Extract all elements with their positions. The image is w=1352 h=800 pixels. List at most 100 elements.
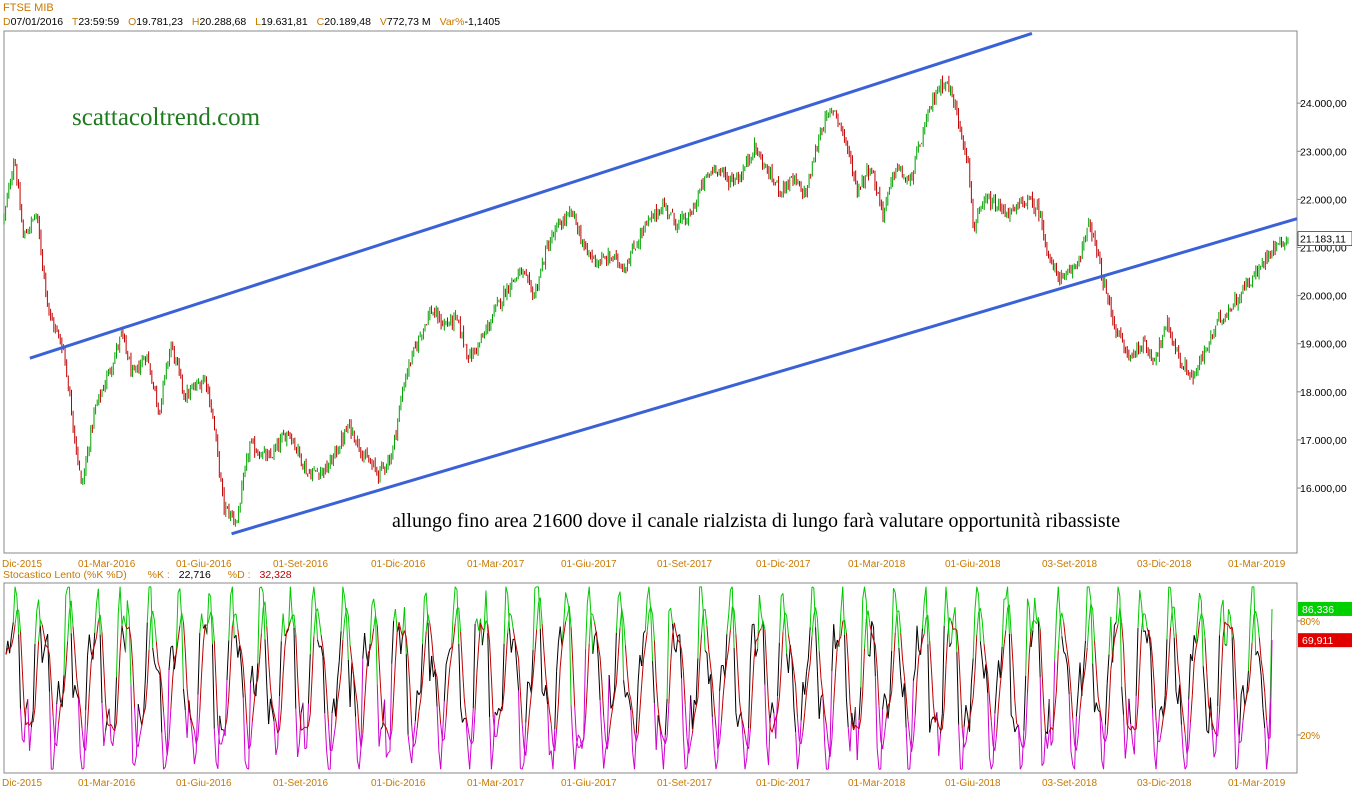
d-line-segment — [1025, 692, 1028, 736]
k-line-segment — [510, 638, 514, 653]
d-line-segment — [65, 641, 69, 670]
d-line-segment — [972, 670, 976, 698]
field-value-volume: 772,73 M — [386, 16, 431, 28]
d-line-segment — [99, 614, 103, 633]
k-line-segment — [860, 599, 864, 688]
oscillator-x-tick-label: 01-Set-2016 — [273, 778, 328, 789]
k-line-segment — [85, 655, 89, 711]
d-line-segment — [831, 702, 835, 740]
d-line-segment — [867, 610, 871, 625]
d-line-segment — [724, 660, 728, 676]
k-line-segment — [784, 618, 788, 654]
d-line-segment — [938, 726, 942, 731]
d-line-segment — [1041, 670, 1045, 707]
d-line-segment — [1180, 701, 1184, 717]
k-line-segment — [1043, 731, 1047, 764]
oscillator-x-tick-label: 01-Mar-2017 — [467, 778, 525, 789]
d-line-segment — [608, 718, 612, 735]
k-line-segment — [1264, 728, 1268, 770]
d-line-segment — [1202, 618, 1206, 639]
k-line-segment — [1180, 724, 1184, 755]
k-line-segment — [306, 703, 309, 748]
k-line-segment — [1097, 709, 1101, 713]
k-line-segment — [280, 613, 284, 642]
d-line-segment — [1083, 666, 1086, 680]
d-line-segment — [376, 625, 380, 661]
d-line-segment — [894, 611, 898, 633]
field-key-high: H — [191, 16, 200, 28]
d-line-segment — [164, 735, 168, 756]
d-line-segment — [92, 644, 96, 651]
d-line-segment — [811, 615, 815, 637]
d-line-segment — [784, 612, 788, 616]
k-last-label: 86,336 — [1302, 604, 1334, 616]
d-line-segment — [681, 650, 684, 672]
d-line-segment — [436, 677, 440, 701]
d-line-segment — [1088, 603, 1092, 621]
d-line-segment — [107, 723, 110, 727]
d-line-segment — [81, 728, 85, 748]
d-line-segment — [1189, 695, 1193, 723]
k-line-segment — [914, 625, 918, 669]
k-line-segment — [1095, 702, 1099, 711]
oscillator-lines — [5, 586, 1273, 770]
k-line-segment — [231, 586, 235, 639]
d-line-segment — [1153, 685, 1157, 721]
d-line-segment — [90, 650, 94, 664]
field-value-close: 20.189,48 — [324, 16, 371, 28]
d-line-segment — [309, 676, 313, 714]
price-x-tick-label: 01-Dic-2016 — [371, 559, 426, 570]
d-line-segment — [590, 612, 594, 616]
d-line-segment — [505, 632, 509, 662]
k-line-segment — [431, 655, 434, 678]
d-line-segment — [789, 647, 793, 659]
d-line-segment — [739, 700, 742, 717]
d-line-segment — [1094, 640, 1097, 670]
k-line-segment — [34, 610, 38, 644]
k-line-segment — [992, 713, 996, 764]
d-line-segment — [61, 690, 65, 699]
k-line-segment — [217, 715, 221, 769]
k-line-segment — [927, 644, 931, 733]
d-line-segment — [556, 702, 559, 731]
k-line-segment — [313, 586, 317, 608]
d-line-segment — [360, 733, 364, 749]
d-last-box — [1298, 633, 1352, 648]
d-line-segment — [733, 609, 737, 635]
k-line-segment — [76, 692, 79, 699]
oscillator-x-tick-label: 01-Dic-2016 — [371, 778, 426, 789]
k-line-segment — [391, 621, 395, 664]
k-line-segment — [641, 633, 645, 667]
d-line-segment — [39, 619, 43, 625]
k-line-segment — [282, 613, 286, 636]
k-line-segment — [239, 645, 242, 668]
d-line-segment — [809, 636, 813, 664]
k-line-segment — [829, 670, 833, 748]
d-line-segment — [970, 697, 974, 710]
k-line-segment — [1063, 651, 1066, 655]
d-line-segment — [1126, 724, 1130, 729]
k-line-segment — [137, 704, 141, 717]
d-line-segment — [394, 631, 398, 662]
d-line-segment — [715, 727, 719, 749]
d-line-segment — [691, 716, 695, 734]
k-line-segment — [1228, 609, 1231, 617]
d-line-segment — [409, 686, 413, 726]
k-line-segment — [1108, 616, 1112, 655]
k-line-segment — [869, 621, 873, 657]
d-line-segment — [661, 733, 664, 740]
d-line-segment — [485, 620, 489, 625]
k-line-segment — [523, 722, 527, 763]
d-line-segment — [94, 636, 98, 645]
d-line-segment — [161, 686, 165, 712]
d-line-segment — [762, 620, 766, 630]
d-line-segment — [190, 717, 194, 725]
k-line-segment — [157, 670, 161, 675]
d-line-segment — [1264, 692, 1268, 721]
k-line-segment — [291, 614, 295, 629]
d-line-segment — [597, 645, 601, 658]
k-line-segment — [387, 750, 391, 754]
k-line-segment — [416, 690, 420, 696]
k-line-segment — [628, 698, 632, 711]
k-line-segment — [1199, 592, 1202, 602]
